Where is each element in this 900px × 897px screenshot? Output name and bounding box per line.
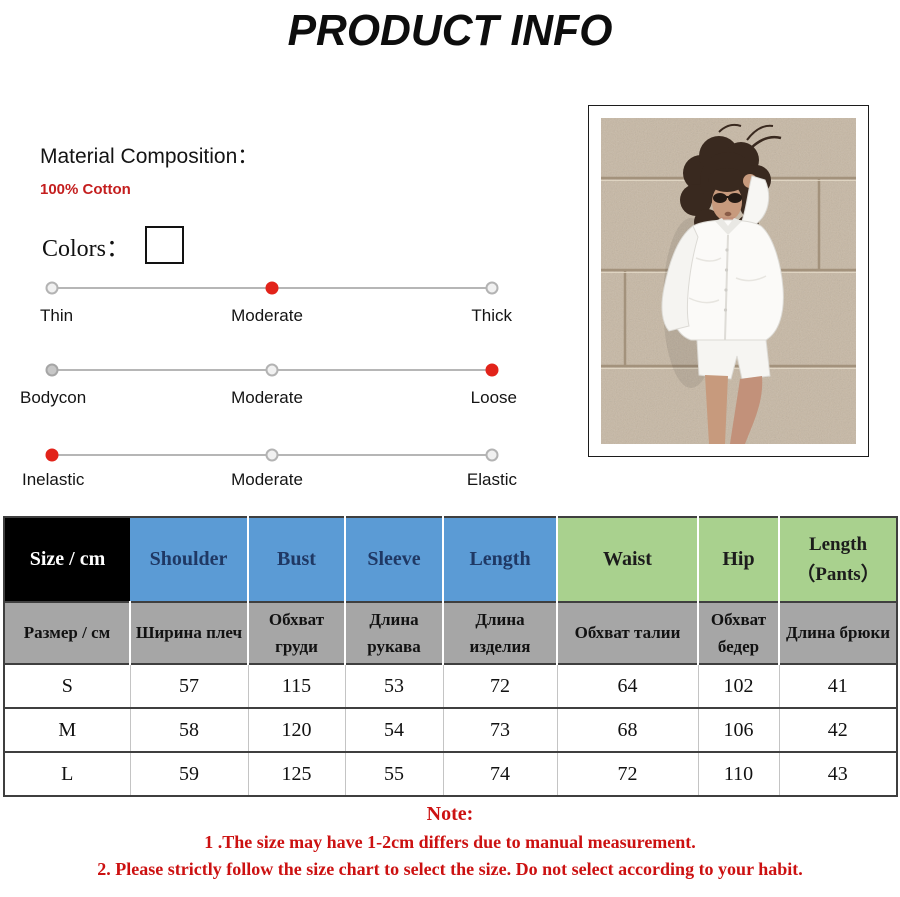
slider-label-loose: Loose [470,388,517,407]
col-header-size-ru: Размер / см [4,601,131,664]
value-cell: 55 [345,751,444,796]
value-cell: 120 [248,707,346,752]
value-cell: 110 [698,751,780,796]
slider-dot [265,363,279,377]
slider-elasticity [45,448,499,462]
legs [705,375,763,444]
col-header-length: Length [443,516,558,602]
value-cell: 106 [698,707,780,752]
size-cell: M [4,707,131,752]
slider-dot [485,363,499,377]
size-cell: L [4,751,131,796]
value-cell: 41 [779,663,897,708]
table-row-size-l: L 59 125 55 74 72 110 43 [4,751,897,796]
col-header-length-pants: Length （Pants） [779,516,897,602]
col-header-length-pants-ru: Длина брюки [779,601,897,664]
color-swatch [145,226,184,264]
col-header-length-ru: Длина изделия [443,601,558,664]
table-header-row-en: Size / cm Shoulder Bust Sleeve Length Wa… [4,516,897,602]
col-header-waist: Waist [557,516,699,602]
col-header-bust-ru: Обхват груди [248,601,346,664]
col-header-hip-ru: Обхват бедер [698,601,780,664]
slider-label-moderate: Moderate [231,388,303,407]
page-title: PRODUCT INFO [287,6,613,55]
col-header-shoulder-ru: Ширина плеч [130,601,249,664]
value-cell: 72 [557,751,699,796]
value-cell: 125 [248,751,346,796]
note-section: Note: 1 .The size may have 1-2cm differs… [0,803,900,886]
value-cell: 74 [443,751,558,796]
size-cell: S [4,663,131,708]
white-shirt [661,175,784,341]
table-row-size-s: S 57 115 53 72 64 102 41 [4,663,897,708]
col-header-shoulder: Shoulder [130,516,249,602]
table-header-row-ru: Размер / см Ширина плеч Обхват груди Дли… [4,601,897,664]
note-line-1: 1 .The size may have 1-2cm differs due t… [204,832,696,852]
slider-label-moderate: Moderate [231,470,303,489]
value-cell: 64 [557,663,699,708]
slider-label-inelastic: Inelastic [22,470,85,489]
note-title: Note: [426,803,474,825]
model-figure [661,123,784,444]
col-header-hip: Hip [698,516,780,602]
col-header-waist-ru: Обхват талии [557,601,699,664]
table-row-size-m: M 58 120 54 73 68 106 42 [4,707,897,752]
slider-label-thick: Thick [471,306,512,325]
value-cell: 59 [130,751,249,796]
value-cell: 73 [443,707,558,752]
col-header-length-pants-line2: （Pants） [796,563,880,585]
slider-fit [45,363,499,377]
slider-label-bodycon: Bodycon [20,388,87,407]
slider-label-elastic: Elastic [466,470,517,489]
note-line-2: 2. Please strictly follow the size chart… [97,859,803,879]
col-header-bust: Bust [248,516,346,602]
colors-label: Colors： [42,236,131,262]
sunglasses [713,193,742,203]
value-cell: 42 [779,707,897,752]
slider-dot [485,448,499,462]
value-cell: 102 [698,663,780,708]
col-header-sleeve-ru: Длина рукава [345,601,444,664]
material-composition-value: 100% Cotton [40,181,131,198]
value-cell: 57 [130,663,249,708]
value-cell: 68 [557,707,699,752]
slider-label-thin: Thin [40,306,74,325]
value-cell: 115 [248,663,346,708]
value-cell: 43 [779,751,897,796]
model-photo-illustration [601,118,856,444]
col-header-size: Size / cm [4,516,130,602]
material-composition-label: Material Composition： [40,145,259,168]
white-shorts [696,339,771,380]
slider-dot [265,448,279,462]
value-cell: 72 [443,663,558,708]
slider-dot [45,448,59,462]
slider-thickness [45,281,499,295]
value-cell: 53 [345,663,444,708]
slider-dot [485,281,499,295]
size-table: Size / cm Shoulder Bust Sleeve Length Wa… [3,516,898,797]
value-cell: 54 [345,707,444,752]
slider-label-moderate: Moderate [231,306,303,325]
col-header-sleeve: Sleeve [345,516,444,602]
product-photo [588,105,869,457]
slider-dot [45,281,59,295]
slider-dot [265,281,279,295]
value-cell: 58 [130,707,249,752]
col-header-length-pants-line1: Length [808,534,868,556]
slider-dot [45,363,59,377]
